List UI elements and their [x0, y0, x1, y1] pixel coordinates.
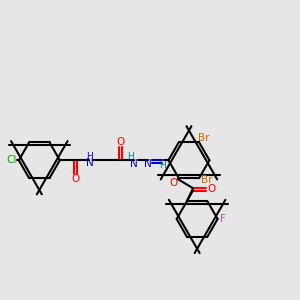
- Text: Br: Br: [197, 134, 209, 143]
- Text: O: O: [169, 178, 178, 188]
- Text: N: N: [130, 159, 137, 169]
- Text: Cl: Cl: [7, 155, 17, 165]
- Text: Br: Br: [201, 175, 212, 185]
- Text: N: N: [86, 158, 93, 168]
- Text: H: H: [159, 161, 166, 170]
- Text: F: F: [220, 214, 226, 224]
- Text: H: H: [86, 152, 93, 160]
- Text: O: O: [207, 184, 216, 194]
- Text: H: H: [127, 152, 134, 160]
- Text: N: N: [144, 159, 152, 169]
- Text: O: O: [116, 137, 124, 147]
- Text: O: O: [71, 174, 79, 184]
